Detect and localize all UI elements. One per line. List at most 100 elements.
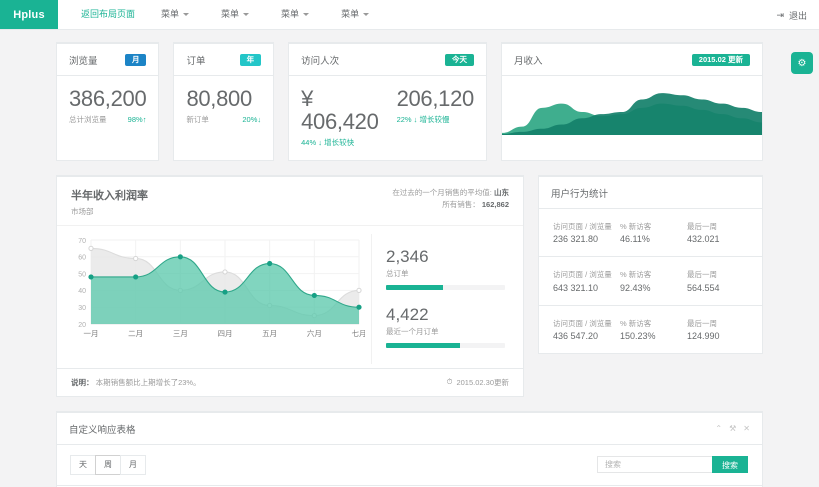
behavior-col-newvisitors: % 新访客 92.43%	[620, 269, 681, 292]
card-visits-header: 访问人次 今天	[289, 44, 486, 76]
search-input[interactable]	[597, 456, 712, 474]
card-income-badge: 2015.02 更新	[691, 54, 750, 66]
card-visits-pair: ¥ 406,420 44% ↓ 增长较快 206,120 22% ↓ 增长较慢	[301, 87, 474, 148]
card-pageviews-badge: 月	[124, 54, 147, 66]
behavior-value: 92.43%	[620, 282, 651, 293]
page-title: 半年收入利润率	[71, 190, 148, 203]
svg-text:50: 50	[78, 272, 86, 279]
card-visits-value-2: 206,120	[396, 86, 475, 111]
behavior-value: 436 547.20	[553, 330, 599, 341]
kpi-month-orders-progress	[386, 342, 505, 348]
column-header-project[interactable]: 项目	[57, 484, 424, 487]
nav-menu-2[interactable]: 菜单	[205, 0, 265, 29]
svg-text:三月: 三月	[173, 329, 188, 338]
svg-text:五月: 五月	[262, 329, 277, 338]
behavior-col-pageviews: 访问页面 / 浏览量 236 321.80	[553, 221, 614, 244]
column-header-date[interactable]: 日期	[564, 484, 671, 487]
settings-fab-button[interactable]: ⚙	[791, 52, 813, 74]
revenue-chart-content: 20 30 40 50 60 70 一月 二月 三月 四月 五月 六月 七月 2,346 总订单 4,4…	[57, 226, 523, 367]
behavior-key: % 新访客	[620, 318, 652, 328]
wrench-icon[interactable]: ⚒	[729, 424, 737, 434]
card-pageviews-body: 386,200 总计浏览量 98%↑	[57, 76, 158, 137]
projects-table: 项目 进度 任务 日期 操作 米其说 | MiMO Show	[57, 484, 762, 487]
chevron-down-icon	[363, 13, 370, 16]
card-visits: 访问人次 今天 ¥ 406,420 44% ↓ 增长较快 206,120	[288, 42, 487, 162]
card-orders-value: 80,800	[186, 86, 252, 111]
column-header-progress[interactable]: 进度	[423, 484, 495, 487]
collapse-icon[interactable]: ⌃	[715, 424, 723, 434]
card-pageviews: 浏览量 月 386,200 总计浏览量 98%↑	[56, 42, 160, 162]
svg-text:四月: 四月	[218, 329, 233, 338]
projects-table-head: 项目 进度 任务 日期 操作	[57, 484, 762, 487]
revenue-chart-header: 半年收入利润率 市场部 在过去的一个月销售的平均值: 山东 所有销售： 162,…	[57, 177, 523, 227]
behavior-value: 150.23%	[620, 330, 656, 341]
nav-menu-2-label: 菜单	[221, 9, 240, 19]
chevron-down-icon	[183, 13, 190, 16]
updated-text: 2015.02.30更新	[456, 377, 509, 387]
column-header-action[interactable]: 操作	[670, 484, 762, 487]
range-button-week[interactable]: 周	[95, 454, 121, 475]
close-icon[interactable]: ✕	[743, 424, 750, 434]
behavior-value: 46.11%	[620, 234, 650, 245]
card-pageviews-title: 浏览量	[69, 56, 98, 67]
trend-up-icon: ↑	[142, 115, 147, 125]
nav-menu-1[interactable]: 菜单	[145, 0, 205, 29]
revenue-chart-updated: ⏱ 2015.02.30更新	[447, 377, 509, 388]
svg-text:二月: 二月	[128, 329, 143, 338]
range-button-day[interactable]: 天	[70, 454, 96, 475]
card-income: 月收入 2015.02 更新	[501, 42, 763, 162]
clock-icon: ⏱	[446, 377, 453, 387]
behavior-value: 643 321.10	[553, 282, 599, 293]
user-behavior-title: 用户行为统计	[551, 189, 609, 201]
nav-layout-link[interactable]: 返回布局页面	[81, 9, 136, 19]
responsive-table-header: 自定义响应表格 ⌃ ⚒ ✕	[57, 413, 762, 445]
income-sparkline-chart	[502, 93, 762, 135]
behavior-col-lastweek: 最后一周 432.021	[687, 221, 748, 244]
table-row-section: 自定义响应表格 ⌃ ⚒ ✕ 天 周 月 搜索	[56, 410, 763, 487]
nav-menu-3-label: 菜单	[281, 9, 300, 19]
card-visits-sub-1: 44% ↓ 增长较快	[301, 137, 378, 148]
card-orders: 订单 年 80,800 新订单 20%↓	[173, 42, 275, 162]
sign-out-icon: ⇥	[776, 9, 784, 20]
behavior-value: 432.021	[687, 234, 720, 245]
brand-logo[interactable]: Hplus	[0, 0, 58, 29]
svg-text:70: 70	[78, 238, 86, 245]
behavior-value: 236 321.80	[553, 234, 599, 245]
revenue-kpis: 2,346 总订单 4,422 最近一个月订单	[371, 234, 515, 364]
svg-text:一月: 一月	[84, 329, 99, 338]
nav-menu-3[interactable]: 菜单	[265, 0, 325, 29]
behavior-col-lastweek: 最后一周 124.990	[687, 318, 748, 341]
card-orders-title: 订单	[186, 56, 206, 67]
list-item: 访问页面 / 浏览量 236 321.80 % 新访客 46.11% 最后一周 …	[539, 209, 762, 258]
kpi-total-orders-progress	[386, 284, 505, 290]
user-behavior-panel: 用户行为统计 访问页面 / 浏览量 236 321.80 % 新访客 46.11…	[538, 175, 763, 354]
range-button-month[interactable]: 月	[120, 454, 146, 475]
search-group: 搜索	[597, 456, 748, 474]
chevron-down-icon	[303, 13, 310, 16]
note-text: 本期销售额比上期增长了23%。	[95, 377, 201, 387]
table-header-row: 项目 进度 任务 日期 操作	[57, 484, 762, 487]
behavior-key: 访问页面 / 浏览量	[553, 270, 612, 280]
logout-button[interactable]: ⇥ 退出	[776, 0, 807, 30]
card-visits-label-1: 增长较快	[324, 138, 355, 148]
range-button-group: 天 周 月	[70, 454, 146, 475]
card-income-body	[502, 76, 762, 135]
card-orders-body: 80,800 新订单 20%↓	[174, 76, 273, 137]
gear-icon: ⚙	[797, 57, 807, 69]
column-header-task[interactable]: 任务	[494, 484, 565, 487]
trend-down-icon: ↓	[257, 115, 262, 125]
search-button[interactable]: 搜索	[712, 456, 748, 474]
revenue-chart-note: 说明： 本期销售额比上期增长了23%。	[71, 377, 201, 388]
revenue-chart-panel: 半年收入利润率 市场部 在过去的一个月销售的平均值: 山东 所有销售： 162,…	[56, 175, 524, 397]
card-visits-item-2: 206,120 22% ↓ 增长较慢	[396, 86, 475, 148]
card-orders-label: 新订单	[186, 115, 209, 125]
kpi-month-orders: 4,422 最近一个月订单	[386, 305, 505, 348]
stat-cards-row: 浏览量 月 386,200 总计浏览量 98%↑ 订单 年 80,800	[56, 42, 763, 162]
user-behavior-list: 访问页面 / 浏览量 236 321.80 % 新访客 46.11% 最后一周 …	[539, 209, 762, 353]
nav-menu-4[interactable]: 菜单	[325, 0, 385, 29]
meta-line-1: 在过去的一个月销售的平均值: 山东	[392, 187, 509, 199]
card-visits-title: 访问人次	[301, 56, 340, 67]
svg-text:40: 40	[78, 288, 86, 295]
card-income-title: 月收入	[514, 56, 543, 67]
user-behavior-header: 用户行为统计	[539, 177, 762, 210]
